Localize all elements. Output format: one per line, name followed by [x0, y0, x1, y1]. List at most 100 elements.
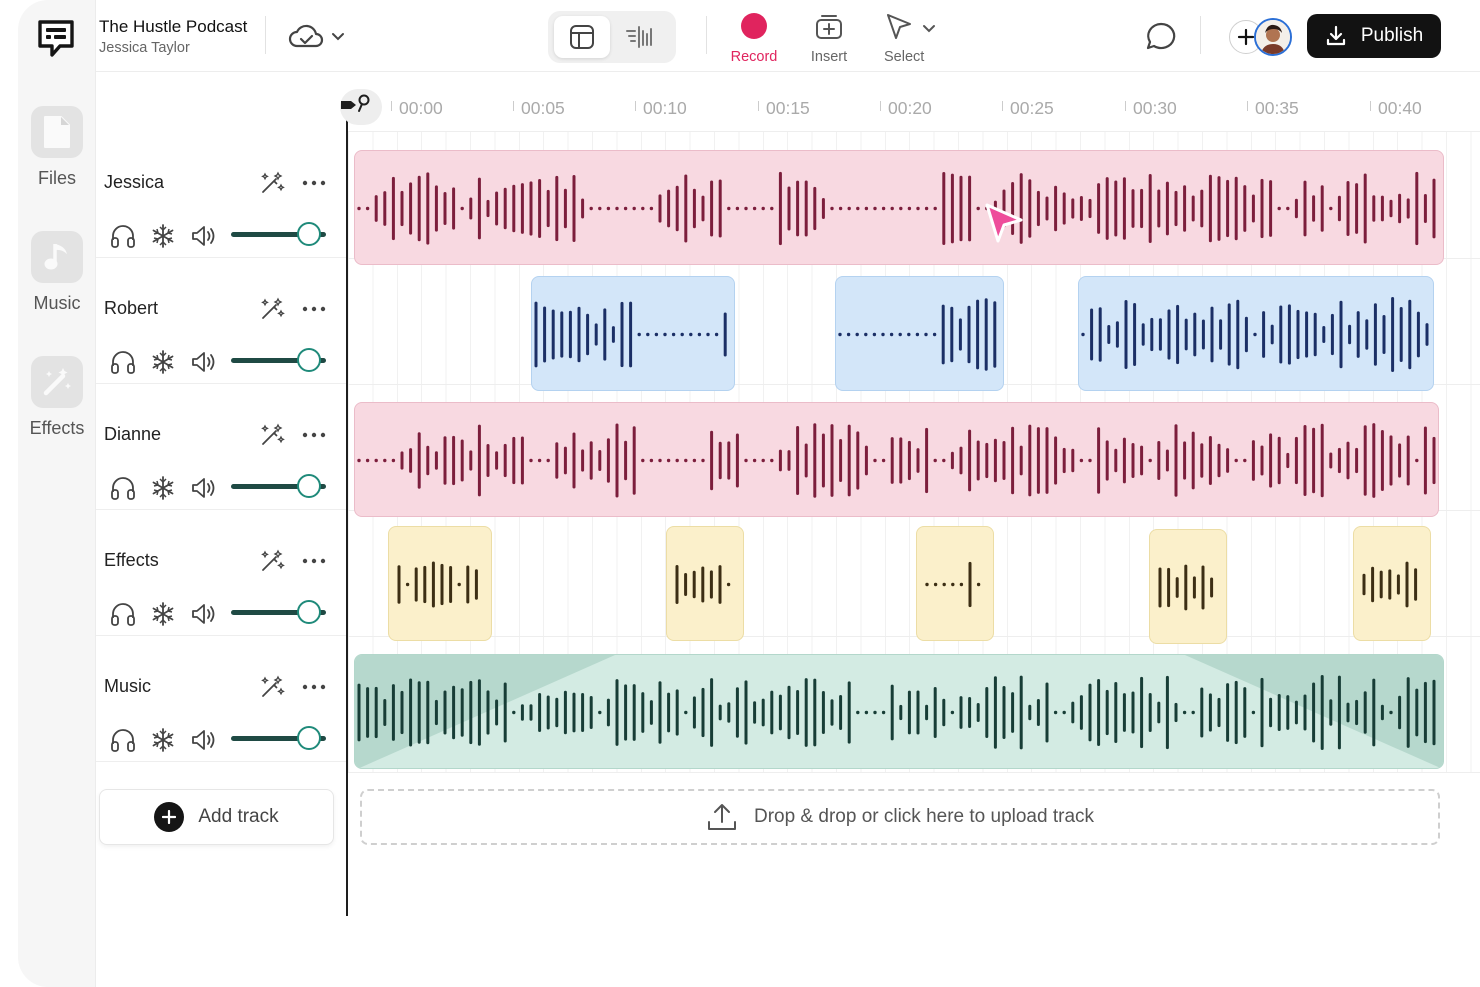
avatar[interactable]	[1254, 18, 1292, 56]
waveform-dot	[637, 332, 641, 337]
more-options-icon[interactable]	[299, 170, 329, 196]
audio-clip[interactable]	[1353, 526, 1431, 641]
audio-clip[interactable]	[1078, 276, 1434, 391]
waveform-dot	[1253, 332, 1257, 337]
layout-view-button[interactable]	[554, 16, 610, 58]
waveform-dot	[881, 332, 885, 337]
waveform-dot	[1062, 710, 1066, 715]
waveform-dot	[684, 458, 688, 463]
waveform-dot	[890, 206, 894, 211]
waveform-dot	[391, 458, 396, 463]
track-name: Robert	[104, 298, 159, 318]
freeze-icon[interactable]	[149, 222, 177, 250]
headphones-icon[interactable]	[109, 474, 137, 502]
volume-slider[interactable]	[231, 232, 326, 237]
volume-slider-handle[interactable]	[297, 726, 321, 750]
top-toolbar: The Hustle Podcast Jessica Taylor	[96, 0, 1480, 72]
audio-clip[interactable]	[354, 150, 1444, 265]
sidebar-item-files[interactable]: Files	[18, 106, 96, 189]
playhead-line[interactable]	[346, 108, 348, 916]
audio-clip[interactable]	[531, 276, 735, 391]
cloud-sync-button[interactable]	[288, 20, 356, 52]
magic-edit-icon[interactable]	[259, 170, 285, 196]
comment-icon[interactable]	[1144, 20, 1178, 54]
waveform-dot	[357, 458, 361, 463]
timeline[interactable]	[348, 132, 1480, 773]
add-track-label: Add track	[198, 806, 279, 827]
speaker-icon[interactable]	[189, 600, 217, 628]
magic-edit-icon[interactable]	[259, 422, 285, 448]
waveform	[1081, 297, 1429, 372]
insert-button[interactable]: Insert	[803, 12, 855, 65]
more-options-icon[interactable]	[299, 296, 329, 322]
waveform-dot	[1251, 710, 1256, 715]
audio-clip[interactable]	[1149, 529, 1227, 644]
headphones-icon[interactable]	[109, 600, 137, 628]
freeze-icon[interactable]	[149, 726, 177, 754]
waveform-dot	[899, 206, 903, 211]
waveform-dot	[933, 458, 937, 463]
audio-clip[interactable]	[388, 526, 492, 641]
waveform-dot	[925, 582, 929, 587]
waveform-dot	[598, 206, 602, 211]
volume-slider[interactable]	[231, 358, 326, 363]
download-icon	[1326, 25, 1345, 46]
cloud-check-icon	[288, 24, 324, 48]
headphones-icon[interactable]	[109, 726, 137, 754]
freeze-icon[interactable]	[149, 474, 177, 502]
freeze-icon[interactable]	[149, 348, 177, 376]
magic-edit-icon[interactable]	[259, 296, 285, 322]
record-label: Record	[730, 49, 778, 65]
speaker-icon[interactable]	[189, 348, 217, 376]
upload-drop-zone[interactable]: Drop & drop or click here to upload trac…	[360, 789, 1440, 845]
waveform-dot	[933, 206, 937, 211]
waveform-dot	[872, 332, 877, 337]
volume-slider-handle[interactable]	[297, 222, 321, 246]
waveform-dot	[907, 206, 912, 211]
audio-clip[interactable]	[354, 654, 1444, 769]
sidebar-item-effects[interactable]: Effects	[18, 356, 96, 439]
volume-slider-handle[interactable]	[297, 600, 321, 624]
ruler-tick: 00:25	[1002, 98, 1054, 118]
more-options-icon[interactable]	[299, 674, 329, 700]
waveform-dot	[881, 458, 886, 463]
waveform-dot	[1079, 458, 1084, 463]
more-options-icon[interactable]	[299, 548, 329, 574]
speaker-icon[interactable]	[189, 726, 217, 754]
volume-slider[interactable]	[231, 610, 326, 615]
waveform-view-button[interactable]	[612, 16, 668, 58]
volume-slider-handle[interactable]	[297, 474, 321, 498]
magic-edit-icon[interactable]	[259, 548, 285, 574]
waveform-dot	[933, 582, 938, 587]
waveform-dot	[1191, 710, 1195, 715]
freeze-icon[interactable]	[149, 600, 177, 628]
magic-edit-icon[interactable]	[259, 674, 285, 700]
more-options-icon[interactable]	[299, 422, 329, 448]
sidebar-item-music[interactable]: Music	[18, 231, 96, 314]
volume-slider[interactable]	[231, 484, 326, 489]
audio-clip[interactable]	[666, 526, 744, 641]
volume-slider[interactable]	[231, 736, 326, 741]
volume-slider-handle[interactable]	[297, 348, 321, 372]
time-ruler[interactable]: 00:00 00:05 00:10 00:15 00:20 00:25 00:3…	[348, 72, 1480, 132]
audio-clip[interactable]	[354, 402, 1439, 517]
speaker-icon[interactable]	[189, 474, 217, 502]
waveform-dot	[916, 206, 920, 211]
waveform-dot	[529, 458, 533, 463]
audio-clip[interactable]	[835, 276, 1004, 391]
waveform-dot	[735, 206, 740, 211]
select-button[interactable]: Select	[880, 12, 950, 65]
waveform-dot	[666, 458, 671, 463]
waveform-dot	[374, 458, 378, 463]
speaker-icon[interactable]	[189, 222, 217, 250]
record-button[interactable]: Record	[727, 12, 781, 65]
pointer-icon	[887, 14, 935, 39]
publish-button[interactable]: Publish	[1307, 14, 1441, 58]
waveform-dot	[649, 206, 654, 211]
headphones-icon[interactable]	[109, 348, 137, 376]
waveform-dot	[1286, 206, 1290, 211]
headphones-icon[interactable]	[109, 222, 137, 250]
add-track-button[interactable]: Add track	[99, 789, 334, 845]
playhead-handle[interactable]	[340, 89, 382, 125]
audio-clip[interactable]	[916, 526, 994, 641]
